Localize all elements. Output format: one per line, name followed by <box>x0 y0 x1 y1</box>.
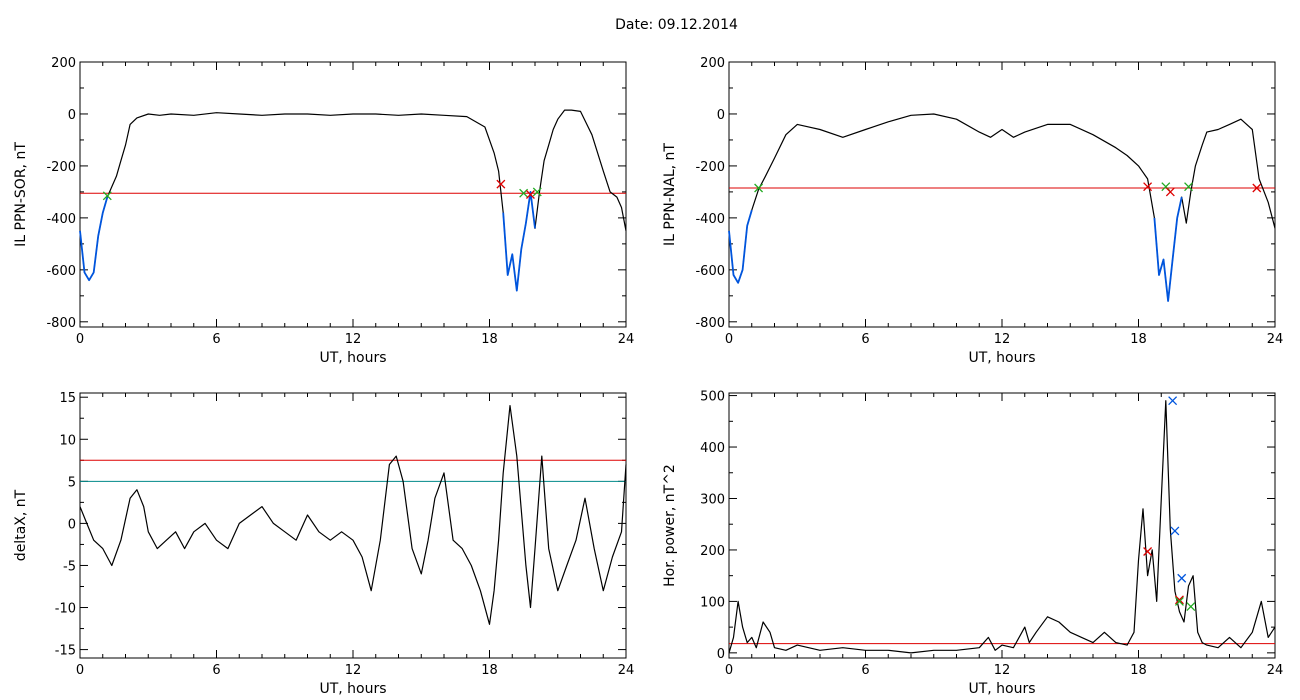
y-tick-label: 200 <box>700 56 725 71</box>
y-tick-label: 0 <box>717 647 725 662</box>
series-line <box>728 113 1276 302</box>
x-tick-label: 0 <box>76 663 84 678</box>
x-tick-label: 0 <box>725 332 733 347</box>
series-line <box>79 405 627 625</box>
x-tick-label: 0 <box>725 663 733 678</box>
x-tick-label: 6 <box>861 663 869 678</box>
event-marker <box>1168 396 1178 406</box>
y-tick-label: -600 <box>695 264 725 279</box>
y-axis-label: IL PPN-SOR, nT <box>13 142 29 247</box>
x-tick-label: 24 <box>1267 332 1284 347</box>
y-tick-label: 0 <box>68 108 76 123</box>
page-title: Date: 09.12.2014 <box>615 17 738 33</box>
x-tick-label: 18 <box>481 332 498 347</box>
y-tick-label: -400 <box>695 212 725 227</box>
y-tick-label: -400 <box>46 212 76 227</box>
event-marker <box>496 179 506 189</box>
event-marker <box>525 190 535 199</box>
y-tick-label: 200 <box>51 56 76 71</box>
plot-frame <box>728 392 1276 659</box>
y-tick-label: 15 <box>59 391 76 406</box>
chart-il-ppn-sor: 0 6 12 18 24 200 0 -200 -400 -600 -800 UT, hours IL … <box>13 56 634 366</box>
series-line <box>79 109 627 292</box>
series-line <box>728 209 753 284</box>
x-tick-label: 24 <box>618 663 635 678</box>
x-tick-label: 0 <box>76 332 84 347</box>
x-tick-label: 12 <box>345 332 362 347</box>
event-marker <box>102 191 112 201</box>
event-marker <box>754 183 764 193</box>
plot-frame <box>728 61 1276 328</box>
series-line <box>728 400 1276 654</box>
y-tick-label: -10 <box>55 602 76 617</box>
x-axis-label: UT, hours <box>968 350 1035 366</box>
y-tick-label: 300 <box>700 492 725 507</box>
series-line <box>79 196 109 282</box>
event-marker <box>1143 547 1153 556</box>
event-marker <box>1165 187 1175 197</box>
x-tick-label: 6 <box>212 663 220 678</box>
y-tick-label: 0 <box>717 108 725 123</box>
x-axis-label: UT, hours <box>319 350 386 366</box>
y-axis-label: deltaX, nT <box>13 489 29 561</box>
x-tick-label: 24 <box>618 332 635 347</box>
event-marker <box>1186 602 1196 612</box>
x-tick-label: 6 <box>861 332 869 347</box>
event-marker <box>519 188 529 198</box>
event-marker <box>1170 526 1180 536</box>
x-tick-label: 18 <box>481 663 498 678</box>
y-tick-label: 5 <box>68 475 76 490</box>
y-tick-label: -200 <box>695 160 725 175</box>
event-marker <box>1252 183 1262 193</box>
x-tick-label: 6 <box>212 332 220 347</box>
series-line <box>502 190 536 292</box>
plot-frame <box>79 61 627 328</box>
y-axis-label: Hor. power, nT^2 <box>662 464 678 587</box>
y-tick-label: 10 <box>59 433 76 448</box>
chart-il-ppn-nal: 0 6 12 18 24 200 0 -200 -400 -600 -800 UT, hours IL … <box>662 56 1283 366</box>
event-marker <box>1177 573 1187 583</box>
x-tick-label: 12 <box>994 663 1011 678</box>
y-tick-label: -600 <box>46 264 76 279</box>
y-tick-label: 400 <box>700 441 725 456</box>
series-line <box>1153 196 1183 302</box>
y-tick-label: -800 <box>46 316 76 331</box>
x-axis-label: UT, hours <box>319 681 386 697</box>
x-axis-label: UT, hours <box>968 681 1035 697</box>
y-tick-label: 500 <box>700 390 725 405</box>
y-tick-label: -15 <box>55 644 76 659</box>
chart-deltax: 0 6 12 18 24 15 10 5 0 -5 -10 -15 UT, hours deltaX, n… <box>13 391 634 697</box>
event-marker <box>1174 595 1184 605</box>
y-tick-label: -800 <box>695 316 725 331</box>
x-tick-label: 12 <box>345 663 362 678</box>
x-tick-label: 12 <box>994 332 1011 347</box>
x-tick-label: 24 <box>1267 663 1284 678</box>
x-tick-label: 18 <box>1130 332 1147 347</box>
y-tick-label: -200 <box>46 160 76 175</box>
y-tick-label: 100 <box>700 595 725 610</box>
x-tick-label: 18 <box>1130 663 1147 678</box>
event-marker <box>1184 182 1194 192</box>
event-marker <box>532 187 542 197</box>
y-tick-label: 200 <box>700 544 725 559</box>
plot-frame <box>79 392 627 659</box>
y-axis-label: IL PPN-NAL, nT <box>662 143 678 246</box>
y-tick-label: 0 <box>68 517 76 532</box>
event-marker <box>1143 182 1153 192</box>
event-marker <box>1174 596 1184 606</box>
chart-hor-power: 0 6 12 18 24 500 400 300 200 100 0 UT, hours Hor. po… <box>662 390 1283 697</box>
y-tick-label: -5 <box>63 559 76 574</box>
